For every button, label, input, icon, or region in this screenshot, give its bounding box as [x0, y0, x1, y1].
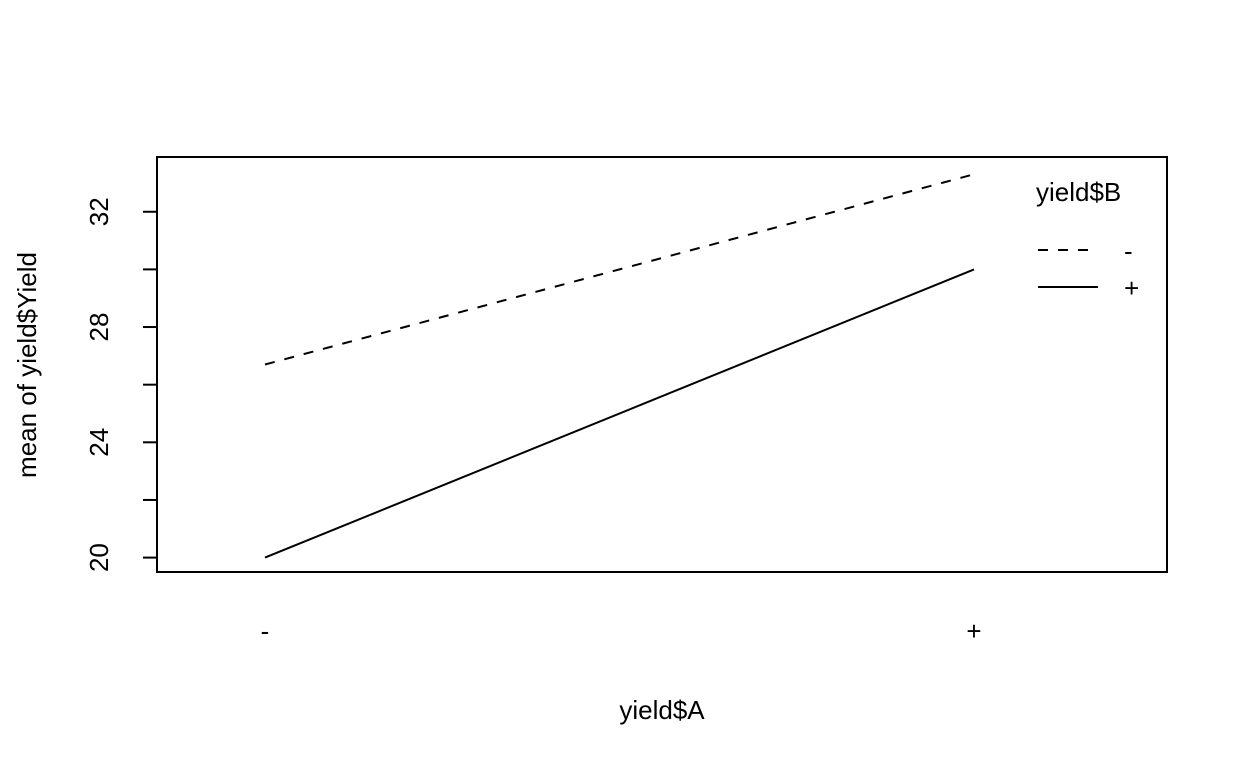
y-tick-label: 24: [84, 428, 114, 457]
x-tick-label: -: [261, 616, 270, 646]
legend-label-series-0: -: [1124, 236, 1133, 266]
series-line-dashed: [264, 173, 975, 366]
x-axis: - +: [261, 616, 982, 646]
y-axis-title: mean of yield$Yield: [12, 252, 42, 478]
x-tick-label: +: [966, 616, 981, 646]
legend-label-series-1: +: [1124, 273, 1139, 303]
series-layer: [264, 173, 975, 559]
y-axis: 20 24 28 32: [84, 197, 157, 572]
y-tick-label: 28: [84, 313, 114, 342]
y-tick-label: 20: [84, 543, 114, 572]
x-axis-title: yield$A: [619, 695, 705, 725]
y-tick-label: 32: [84, 197, 114, 226]
legend-title: yield$B: [1036, 177, 1121, 207]
series-line-solid: [264, 268, 975, 559]
legend: yield$B - +: [1036, 177, 1139, 303]
plot-frame: [156, 156, 1168, 573]
